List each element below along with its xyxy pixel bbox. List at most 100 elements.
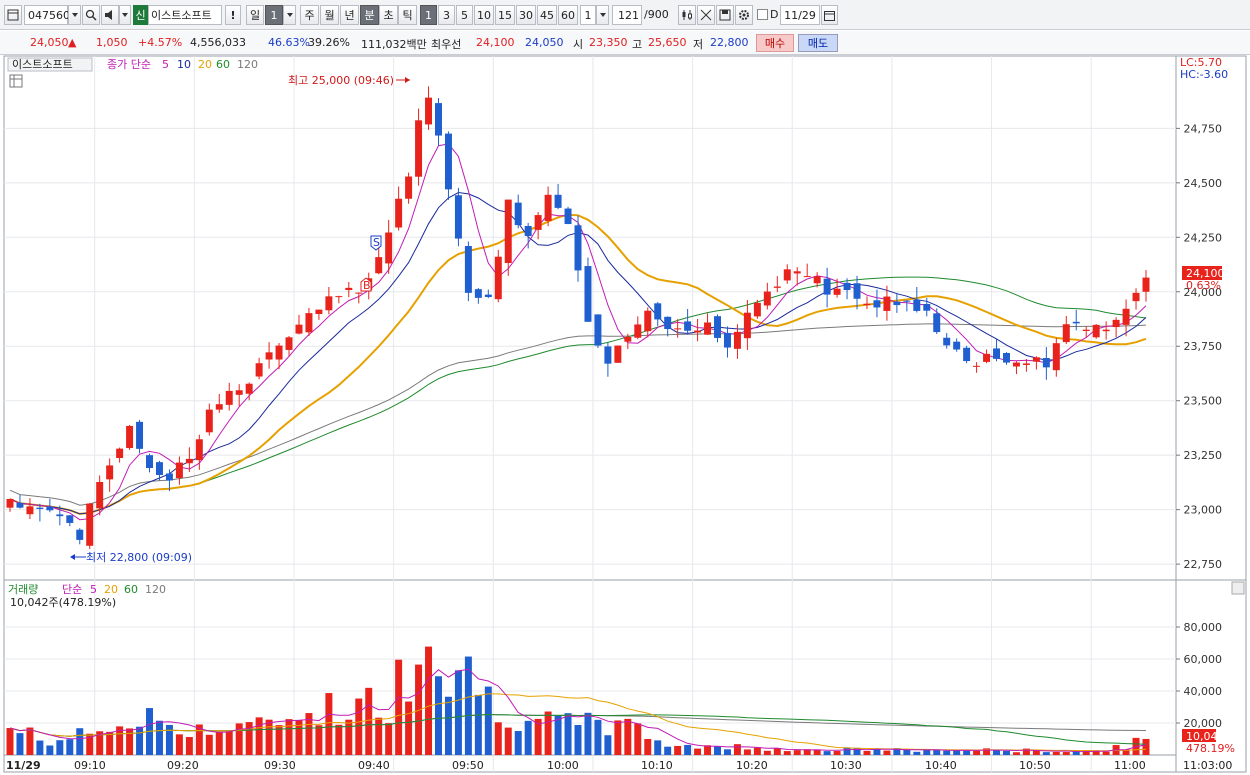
interval-3[interactable]: 3 bbox=[438, 5, 455, 25]
stock-code-input[interactable]: 047560 bbox=[24, 5, 70, 25]
chart-type-icon[interactable] bbox=[4, 5, 22, 25]
candle-body bbox=[195, 439, 203, 461]
volume-bar bbox=[903, 749, 911, 755]
candle-style-button[interactable] bbox=[678, 5, 696, 25]
period-second[interactable]: 초 bbox=[379, 5, 398, 25]
period-count-input[interactable]: 1 bbox=[265, 5, 283, 25]
volume-bar bbox=[295, 720, 303, 755]
date-input[interactable]: 11/29 bbox=[780, 5, 820, 25]
code-dropdown[interactable] bbox=[68, 5, 81, 25]
volume-bar bbox=[285, 719, 293, 755]
candle-body bbox=[265, 352, 273, 360]
sound-button[interactable] bbox=[101, 5, 119, 25]
interval-30[interactable]: 30 bbox=[516, 5, 536, 25]
calendar-icon bbox=[824, 10, 835, 21]
volume-bar bbox=[853, 747, 861, 755]
interval-60[interactable]: 60 bbox=[558, 5, 578, 25]
period-tick[interactable]: 틱 bbox=[398, 5, 417, 25]
save-button[interactable] bbox=[716, 5, 734, 25]
volume-bar bbox=[973, 750, 981, 755]
sell-signal-label: S bbox=[373, 236, 380, 249]
candle-body bbox=[973, 365, 981, 367]
interval-15[interactable]: 15 bbox=[495, 5, 515, 25]
buy-signal-icon[interactable] bbox=[360, 277, 372, 292]
calendar-button[interactable] bbox=[821, 5, 838, 25]
price-volume-chart[interactable]: 24,750 24,500 24,250 24,000 23,750 23,500 23,2… bbox=[0, 55, 1250, 775]
volume-bar bbox=[165, 724, 173, 755]
period-minute[interactable]: 분 bbox=[360, 5, 379, 25]
turnover-rate: 39.26% bbox=[308, 36, 350, 49]
price-tick-label: 22,750 bbox=[1184, 558, 1223, 571]
volume-bar bbox=[704, 745, 712, 755]
chevron-down-icon bbox=[71, 13, 78, 17]
interval-5[interactable]: 5 bbox=[456, 5, 473, 25]
interval-10[interactable]: 10 bbox=[474, 5, 494, 25]
table-toggle-icon[interactable] bbox=[9, 74, 23, 88]
volume-bar bbox=[933, 749, 941, 755]
interval-1[interactable]: 1 bbox=[420, 5, 437, 25]
high-label: 고 bbox=[632, 38, 643, 51]
candle-icon bbox=[682, 10, 692, 20]
stock-name-field[interactable]: 이스트소프트 bbox=[148, 5, 222, 25]
period-year[interactable]: 년 bbox=[340, 5, 359, 25]
date-checkbox[interactable] bbox=[757, 9, 768, 20]
alert-button[interactable]: ! bbox=[225, 5, 241, 25]
low-price: 22,800 bbox=[710, 36, 749, 49]
search-button[interactable] bbox=[82, 5, 100, 25]
price-tick-label: 24,500 bbox=[1184, 177, 1223, 190]
volume-bar bbox=[883, 750, 891, 755]
crosshair-icon bbox=[700, 9, 712, 21]
candle-body bbox=[953, 341, 961, 350]
pane-menu-icon[interactable] bbox=[1231, 581, 1245, 595]
volume-tick-label: 40,000 bbox=[1184, 685, 1223, 698]
candle-body bbox=[903, 300, 911, 302]
sell-signal-icon[interactable] bbox=[370, 235, 382, 251]
legend-ma120: 120 bbox=[237, 58, 258, 71]
volume-bar bbox=[484, 686, 492, 755]
candle-body bbox=[863, 303, 871, 306]
volume-bar bbox=[803, 749, 811, 755]
candle-body bbox=[435, 103, 442, 136]
candle-body bbox=[1052, 343, 1060, 371]
volume-bar bbox=[714, 746, 721, 755]
legend-ma60: 60 bbox=[216, 58, 230, 71]
interval-dropdown[interactable] bbox=[596, 5, 609, 25]
buy-button[interactable]: 매수 bbox=[756, 34, 794, 52]
period-day[interactable]: 일 bbox=[246, 5, 264, 25]
candle-body bbox=[86, 503, 94, 546]
candle-body bbox=[355, 292, 363, 294]
credit-badge: 신 bbox=[133, 5, 148, 25]
crosshair-button[interactable] bbox=[697, 5, 715, 25]
volume-bar bbox=[66, 739, 74, 755]
volume-bar bbox=[86, 733, 94, 755]
interval-45[interactable]: 45 bbox=[537, 5, 557, 25]
volume-bar bbox=[923, 749, 931, 755]
bar-count-input[interactable]: 121 bbox=[612, 5, 642, 25]
candle-body bbox=[275, 345, 283, 360]
volume-bar bbox=[674, 745, 682, 755]
period-dropdown[interactable] bbox=[283, 5, 296, 25]
period-week[interactable]: 주 bbox=[300, 5, 319, 25]
volume-bar bbox=[793, 750, 801, 755]
candle-body bbox=[16, 502, 24, 508]
candle-body bbox=[644, 310, 652, 332]
interval-input[interactable]: 1 bbox=[580, 5, 596, 25]
settings-button[interactable] bbox=[735, 5, 753, 25]
volume-bar bbox=[315, 725, 323, 755]
sound-dropdown[interactable] bbox=[119, 5, 131, 25]
sell-button[interactable]: 매도 bbox=[798, 34, 838, 52]
volume-bar bbox=[454, 670, 462, 755]
candle-body bbox=[155, 462, 163, 475]
volume-bar bbox=[1003, 750, 1010, 755]
candle-body bbox=[175, 462, 183, 479]
candle-body bbox=[165, 473, 173, 481]
legend-stock-name: 이스트소프트 bbox=[12, 58, 73, 71]
volume-bar bbox=[873, 749, 881, 755]
volume-bar bbox=[76, 728, 84, 755]
legend-name-box[interactable] bbox=[7, 57, 93, 72]
ma20-line bbox=[9, 213, 1147, 515]
period-month[interactable]: 월 bbox=[320, 5, 339, 25]
last-volume-pct: 478.19% bbox=[1186, 742, 1235, 755]
volume-bar bbox=[195, 724, 203, 755]
volume-bar bbox=[863, 750, 871, 755]
